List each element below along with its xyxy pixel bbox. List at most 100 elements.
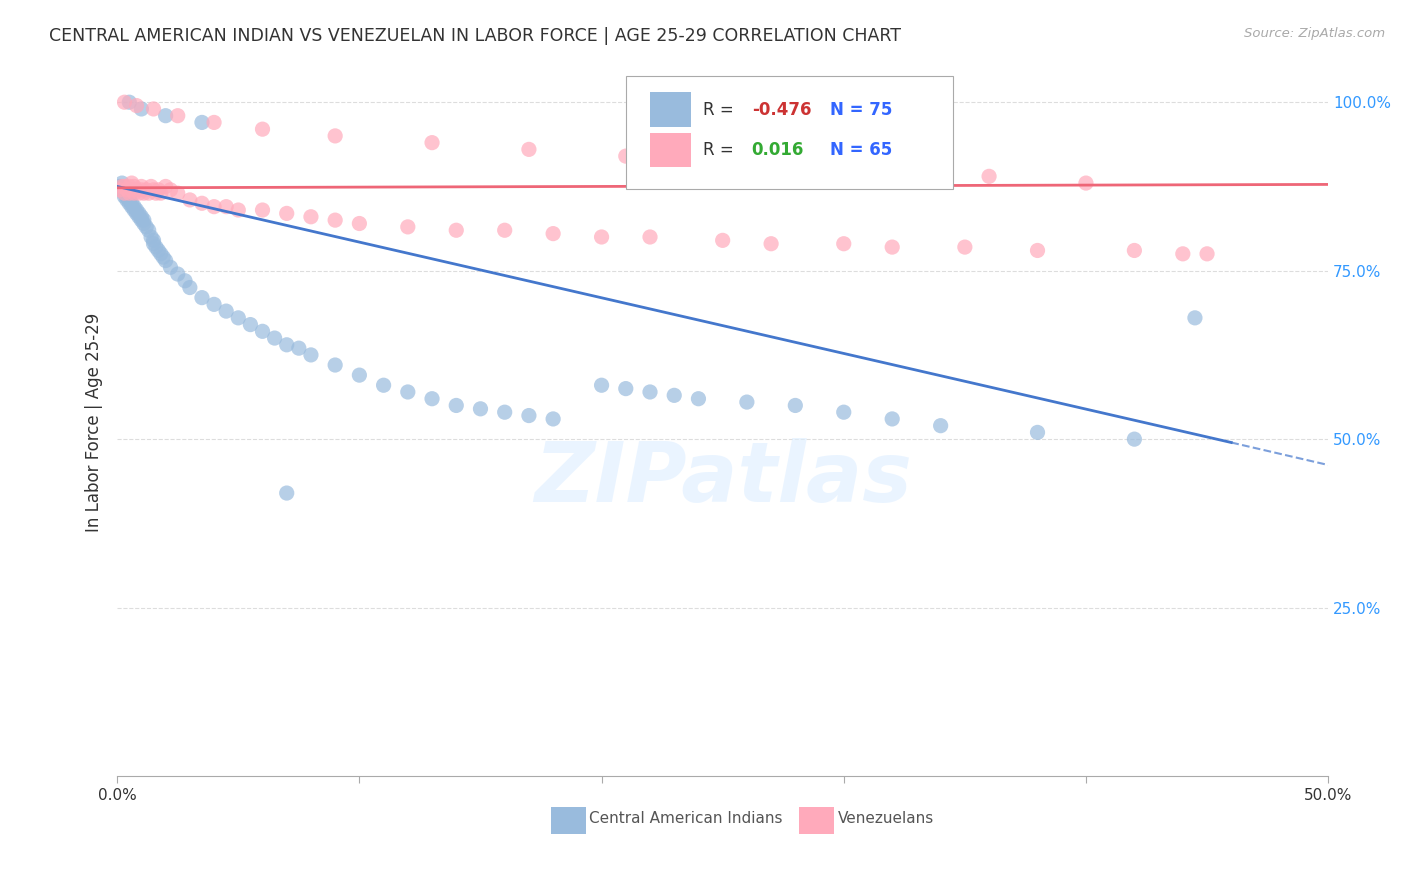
Point: [517, 409, 540, 423]
Point: [128, 186, 150, 201]
Point: [1026, 425, 1049, 440]
Point: [953, 240, 976, 254]
Point: [174, 274, 197, 288]
Point: [252, 122, 274, 136]
Point: [202, 200, 225, 214]
Point: [191, 291, 214, 305]
Text: N = 65: N = 65: [831, 141, 893, 159]
Point: [735, 395, 758, 409]
Point: [517, 142, 540, 156]
Text: -0.476: -0.476: [752, 101, 811, 119]
Point: [121, 200, 143, 214]
Point: [135, 183, 157, 197]
Point: [832, 236, 855, 251]
Point: [191, 196, 214, 211]
Point: [114, 183, 136, 197]
Point: [614, 382, 637, 396]
Point: [125, 206, 148, 220]
Point: [179, 193, 201, 207]
Point: [155, 179, 177, 194]
Point: [215, 200, 238, 214]
Point: [159, 183, 181, 197]
Point: [118, 95, 141, 110]
Text: CENTRAL AMERICAN INDIAN VS VENEZUELAN IN LABOR FORCE | AGE 25-29 CORRELATION CHA: CENTRAL AMERICAN INDIAN VS VENEZUELAN IN…: [49, 27, 901, 45]
Point: [276, 338, 298, 352]
Point: [131, 183, 153, 197]
Text: Central American Indians: Central American Indians: [589, 811, 783, 826]
Point: [132, 186, 155, 201]
Point: [145, 186, 167, 201]
Point: [226, 202, 249, 217]
Text: R =: R =: [703, 141, 740, 159]
Point: [121, 196, 143, 211]
Point: [142, 236, 165, 251]
Point: [114, 186, 136, 201]
Point: [349, 368, 371, 383]
Point: [977, 169, 1000, 184]
Point: [541, 227, 564, 241]
Point: [215, 304, 238, 318]
Point: [132, 213, 155, 227]
Text: ZIPatlas: ZIPatlas: [534, 438, 911, 519]
Point: [108, 183, 131, 197]
Point: [111, 179, 134, 194]
Point: [111, 176, 134, 190]
Point: [179, 280, 201, 294]
Point: [122, 202, 145, 217]
Point: [121, 176, 143, 190]
Point: [1184, 310, 1206, 325]
Point: [131, 102, 153, 116]
Point: [420, 136, 443, 150]
Point: [856, 162, 879, 177]
Point: [226, 310, 249, 325]
Point: [111, 183, 134, 197]
Point: [128, 210, 150, 224]
Point: [142, 183, 165, 197]
Point: [131, 213, 153, 227]
Point: [131, 179, 153, 194]
Point: [125, 202, 148, 217]
Point: [1195, 247, 1218, 261]
Point: [349, 217, 371, 231]
Point: [166, 186, 188, 201]
Point: [299, 348, 322, 362]
Point: [470, 401, 492, 416]
Point: [148, 244, 170, 258]
Point: [323, 213, 346, 227]
Text: 0.016: 0.016: [752, 141, 804, 159]
Point: [541, 412, 564, 426]
Point: [135, 219, 157, 234]
Point: [159, 260, 181, 275]
Point: [252, 324, 274, 338]
FancyBboxPatch shape: [551, 806, 586, 834]
Point: [446, 399, 468, 413]
Point: [114, 95, 136, 110]
Point: [142, 102, 165, 116]
Point: [711, 233, 734, 247]
Point: [276, 486, 298, 500]
Point: [276, 206, 298, 220]
Point: [115, 189, 138, 203]
Point: [155, 253, 177, 268]
Point: [202, 297, 225, 311]
Point: [1123, 432, 1146, 446]
Point: [118, 193, 141, 207]
Point: [252, 202, 274, 217]
Text: R =: R =: [703, 101, 740, 119]
FancyBboxPatch shape: [626, 76, 953, 189]
FancyBboxPatch shape: [799, 806, 834, 834]
Point: [202, 115, 225, 129]
Point: [118, 196, 141, 211]
Point: [142, 233, 165, 247]
FancyBboxPatch shape: [650, 133, 692, 167]
Point: [166, 267, 188, 281]
Point: [152, 250, 174, 264]
Point: [148, 183, 170, 197]
Point: [118, 189, 141, 203]
Text: N = 75: N = 75: [831, 101, 893, 119]
Point: [591, 230, 613, 244]
Point: [139, 230, 162, 244]
Point: [118, 186, 141, 201]
Point: [155, 109, 177, 123]
Point: [122, 200, 145, 214]
